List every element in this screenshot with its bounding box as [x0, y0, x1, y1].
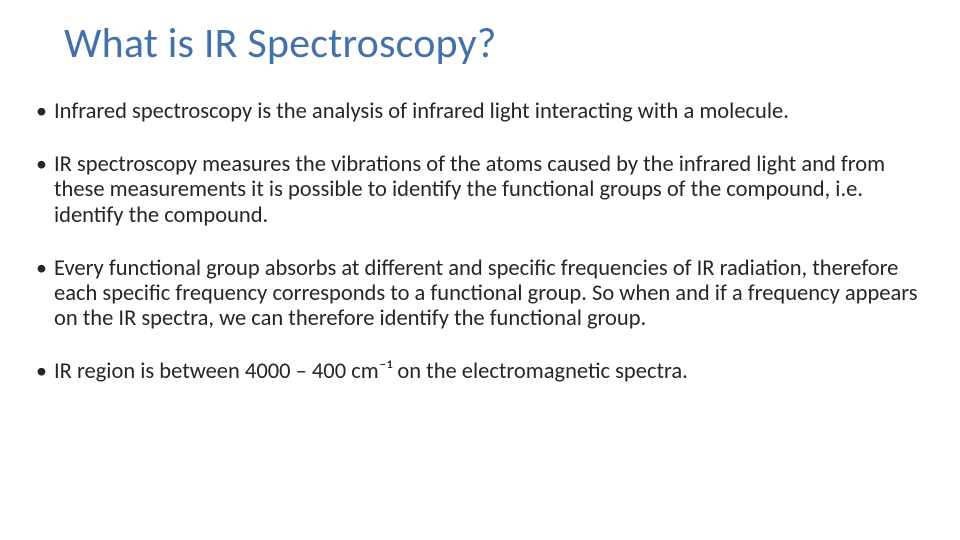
bullet-list: Infrared spectroscopy is the analysis of… — [36, 99, 924, 385]
bullet-item: Every functional group absorbs at differ… — [36, 256, 924, 332]
slide-container: What is IR Spectroscopy? Infrared spectr… — [0, 0, 960, 540]
slide-title: What is IR Spectroscopy? — [64, 18, 924, 69]
bullet-item: IR region is between 4000 – 400 cm⁻¹ on … — [36, 359, 924, 384]
bullet-item: Infrared spectroscopy is the analysis of… — [36, 99, 924, 124]
bullet-item: IR spectroscopy measures the vibrations … — [36, 152, 924, 228]
